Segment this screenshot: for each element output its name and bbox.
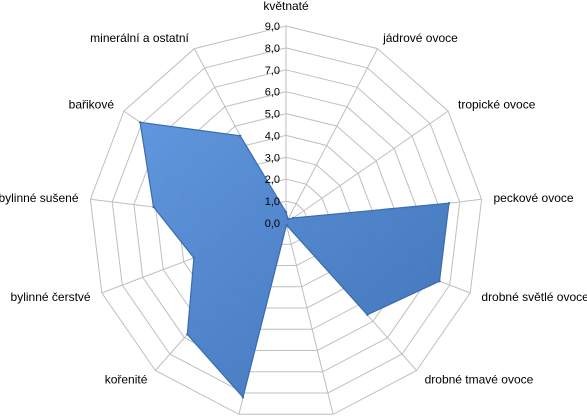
grid-spoke: [285, 48, 379, 224]
tick-label: 0,0: [265, 218, 280, 230]
data-point: [186, 333, 189, 336]
data-point: [239, 134, 242, 137]
tick-label: 6,0: [265, 87, 280, 99]
data-point: [284, 210, 288, 214]
grid-spoke: [285, 222, 334, 415]
tick-label: 4,0: [265, 130, 280, 142]
data-point: [286, 217, 290, 221]
data-point: [438, 280, 441, 283]
data-point: [285, 223, 288, 227]
tick-label: 9,0: [265, 21, 280, 33]
grid-spoke: [285, 110, 449, 224]
tick-label: 2,0: [265, 174, 280, 186]
category-label: bařikové: [69, 97, 115, 111]
category-label: bylinné čerstvé: [11, 290, 91, 304]
tick-label: 8,0: [265, 43, 280, 55]
category-label: peckové ovoce: [494, 191, 574, 205]
series-area: [139, 121, 450, 399]
tick-label: 3,0: [265, 152, 280, 164]
grid-ring-8: [111, 47, 461, 394]
radial-axis-ticks: 0,0 1,0 2,0 3,0 4,0 5,0 6,0 7,0 8,0 9,0: [265, 21, 280, 230]
data-point: [152, 205, 155, 209]
data-point: [366, 313, 369, 316]
grid-ring-9: [89, 25, 483, 415]
category-label: minerální a ostatní: [90, 31, 189, 45]
data-point: [241, 396, 245, 399]
data-point: [292, 216, 295, 220]
data-point: [138, 121, 142, 124]
tick-label: 7,0: [265, 65, 280, 77]
category-label: tropické ovoce: [458, 97, 536, 111]
category-label: květnaté: [263, 0, 309, 13]
data-point: [192, 256, 196, 260]
category-label: drobné světlé ovoce: [481, 290, 587, 304]
tick-label: 1,0: [265, 196, 280, 208]
category-label: kořenité: [105, 372, 148, 386]
category-label: jádrové ovoce: [382, 31, 458, 45]
category-label: drobné tmavé ovoce: [425, 372, 534, 386]
data-point: [447, 202, 451, 205]
category-label: bylinné sušené: [0, 191, 79, 205]
tick-label: 5,0: [265, 109, 280, 121]
radar-series: [138, 121, 451, 399]
